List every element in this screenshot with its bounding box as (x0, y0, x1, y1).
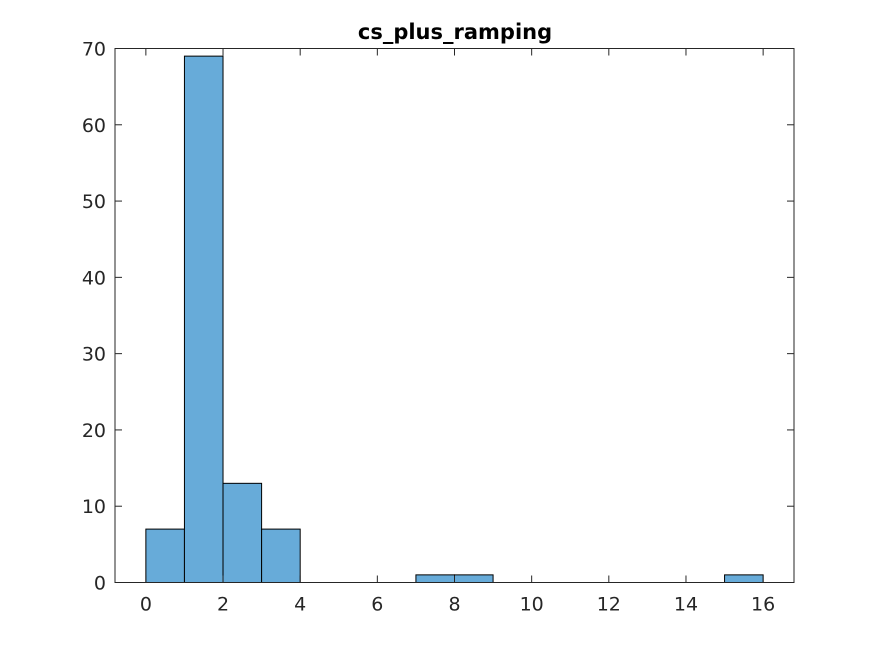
x-tick-label: 2 (217, 594, 229, 616)
y-tick-label: 70 (82, 39, 106, 61)
histogram-bar (724, 574, 764, 583)
y-tick-label: 20 (82, 420, 106, 442)
x-tick-label: 6 (371, 594, 383, 616)
y-tick-label: 50 (82, 191, 106, 213)
x-tick-label: 14 (674, 594, 698, 616)
y-tick-label: 0 (94, 573, 106, 595)
y-tick-label: 60 (82, 115, 106, 137)
x-tick-label: 8 (448, 594, 460, 616)
histogram-bar (454, 574, 494, 583)
x-tick-label: 16 (751, 594, 775, 616)
x-tick-label: 12 (597, 594, 621, 616)
histogram-bar (183, 55, 224, 583)
ticks-group: 0 2 4 6 8 10 12 14 16 0 10 20 30 40 50 60 70 (82, 39, 794, 616)
bars-group (145, 55, 764, 584)
y-tick-label: 40 (82, 267, 106, 289)
histogram-bar (415, 574, 455, 583)
histogram-bar (145, 528, 185, 583)
y-tick-label: 30 (82, 344, 106, 366)
histogram-bar (261, 528, 301, 583)
x-tick-label: 0 (140, 594, 152, 616)
chart-title: cs_plus_ramping (358, 20, 552, 44)
axes-box (114, 48, 795, 583)
x-tick-label: 4 (294, 594, 306, 616)
x-tick-label: 10 (520, 594, 544, 616)
y-tick-label: 10 (82, 496, 106, 518)
histogram-bar (222, 482, 263, 584)
